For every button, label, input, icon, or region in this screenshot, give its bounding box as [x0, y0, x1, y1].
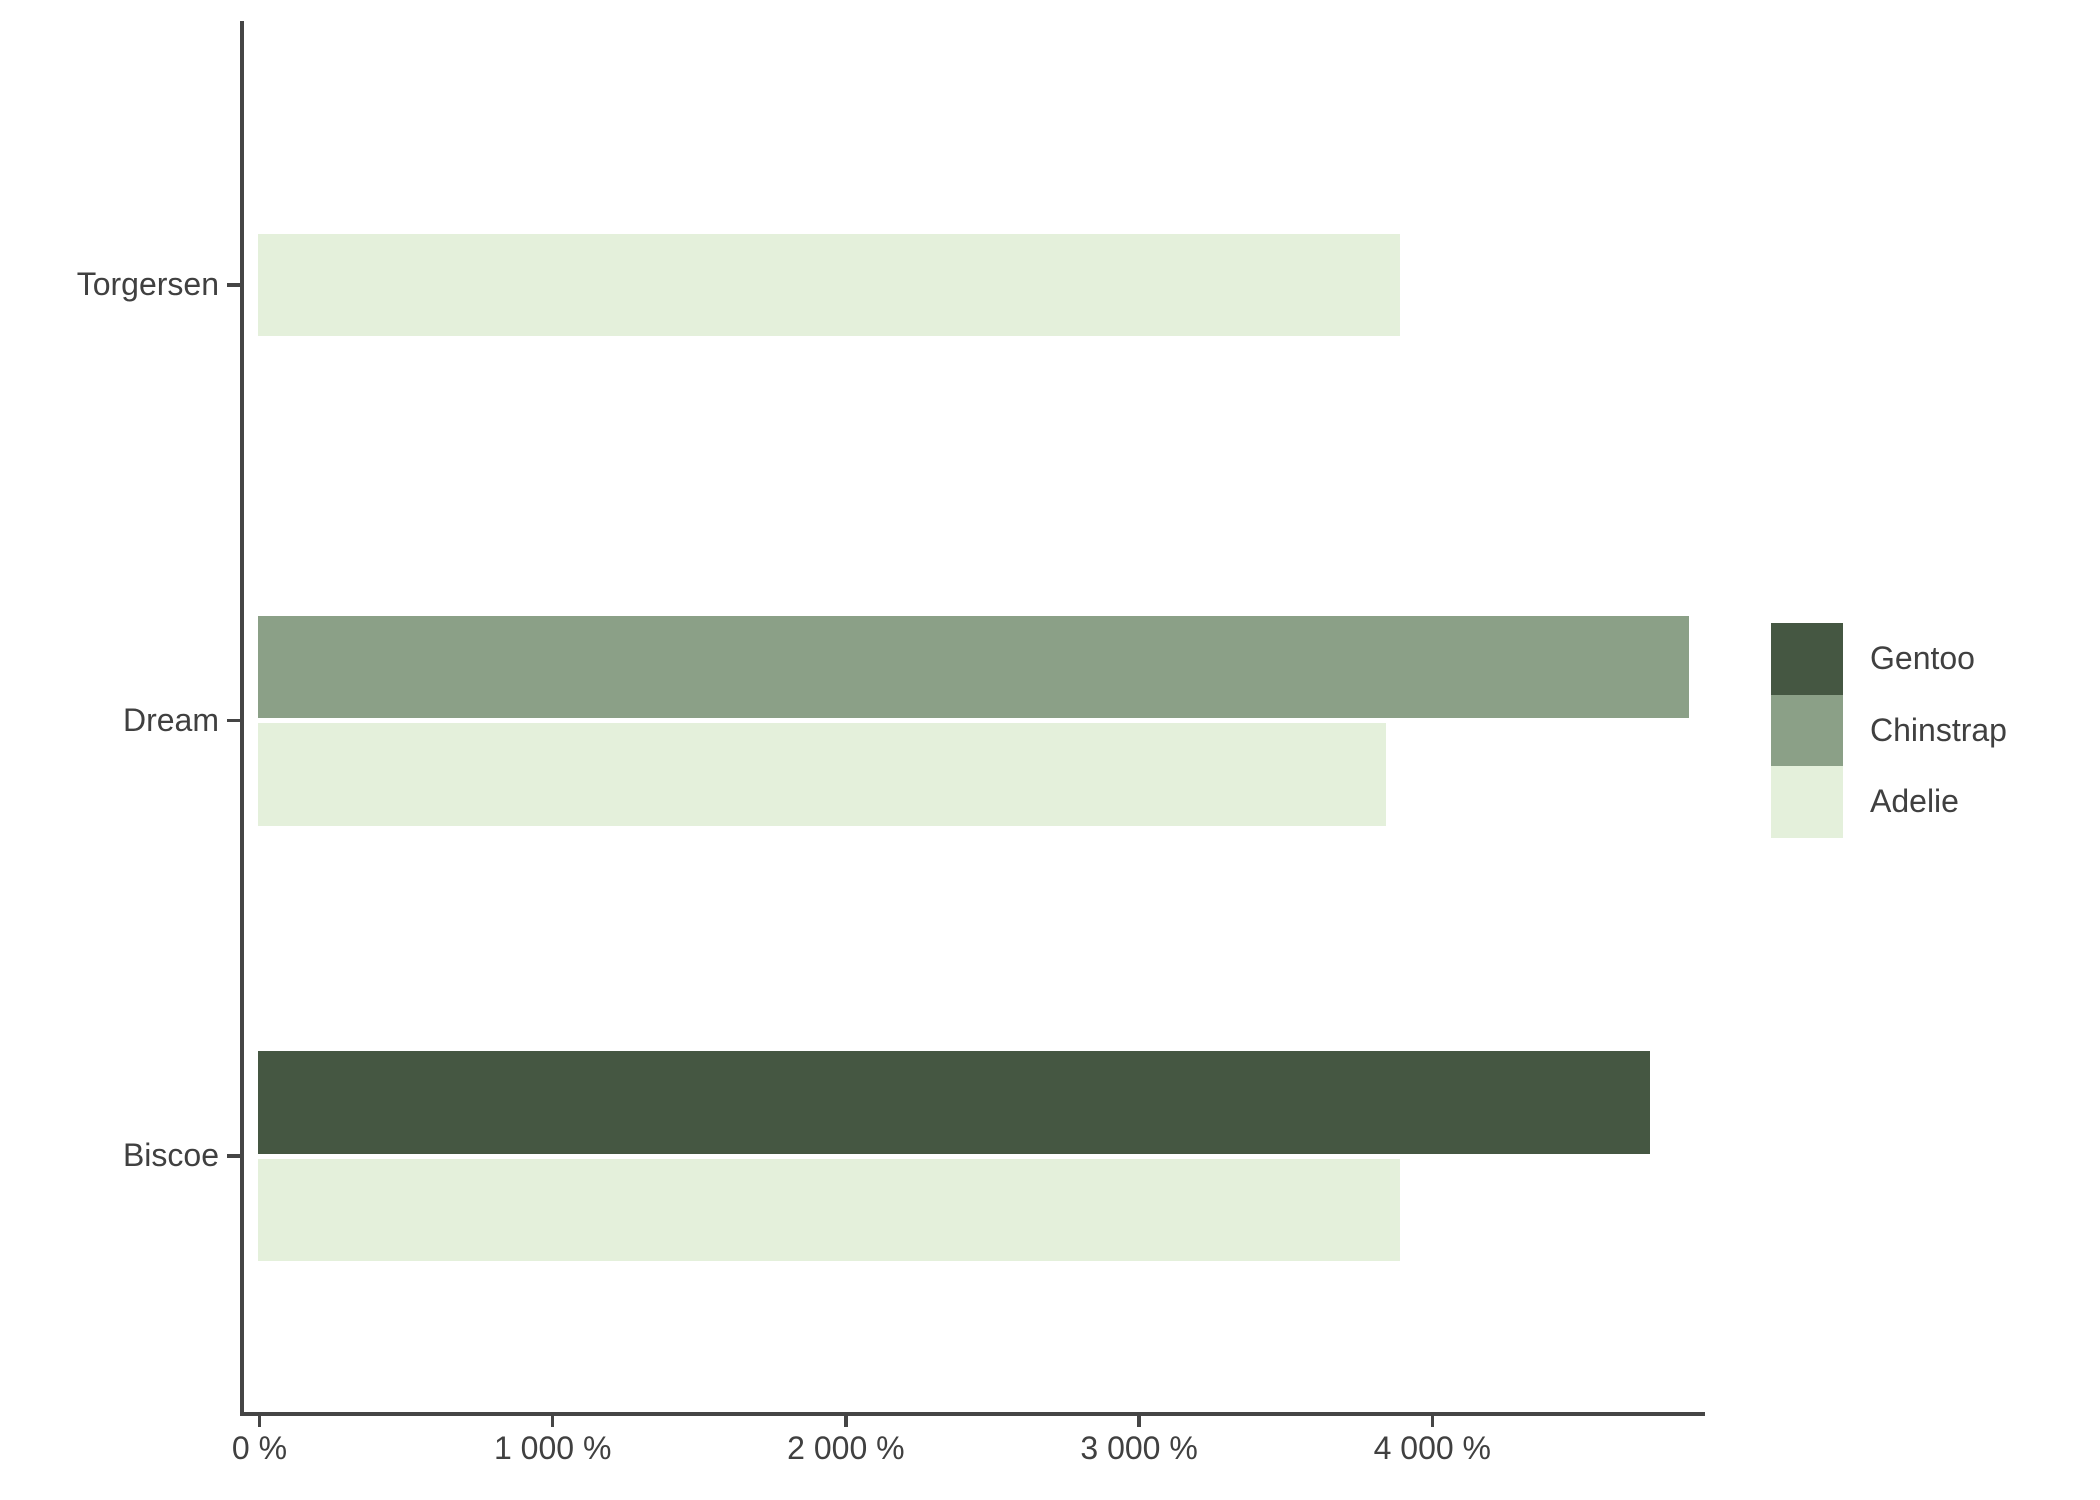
x-axis-tick: [1430, 1416, 1435, 1427]
x-axis-tick: [844, 1416, 848, 1427]
x-tick-label: 3 000 %: [1080, 1430, 1198, 1466]
bar-torgersen-adelie: [257, 233, 1400, 337]
x-axis-tick: [1137, 1416, 1141, 1427]
legend-label-chinstrap: Chinstrap: [1870, 711, 2007, 748]
x-axis-tick: [257, 1416, 262, 1427]
x-tick-label: 2 000 %: [787, 1430, 905, 1466]
legend-key-adelie: [1771, 766, 1843, 839]
legend-label-adelie: Adelie: [1870, 783, 1959, 820]
y-axis-tick: [227, 718, 240, 723]
category-label-dream: Dream: [122, 701, 219, 738]
x-tick-label: 1 000 %: [493, 1430, 612, 1466]
y-axis-tick: [227, 283, 240, 287]
y-axis-line: [239, 21, 244, 1416]
category-label-biscoe: Biscoe: [122, 1136, 219, 1173]
bar-dream-chinstrap: [257, 615, 1690, 718]
bar-dream-adelie: [257, 723, 1387, 826]
bar-biscoe-adelie: [257, 1158, 1401, 1261]
x-axis-tick: [550, 1416, 555, 1427]
legend-key-gentoo: [1771, 623, 1843, 695]
y-axis-tick: [227, 1154, 240, 1158]
category-label-torgersen: Torgersen: [76, 265, 219, 302]
bar-biscoe-gentoo: [257, 1051, 1651, 1154]
legend-label-gentoo: Gentoo: [1870, 639, 1975, 676]
x-tick-label: 0 %: [231, 1430, 288, 1466]
legend-key-chinstrap: [1771, 694, 1843, 767]
x-tick-label: 4 000 %: [1373, 1430, 1492, 1466]
x-axis-line: [239, 1411, 1705, 1416]
